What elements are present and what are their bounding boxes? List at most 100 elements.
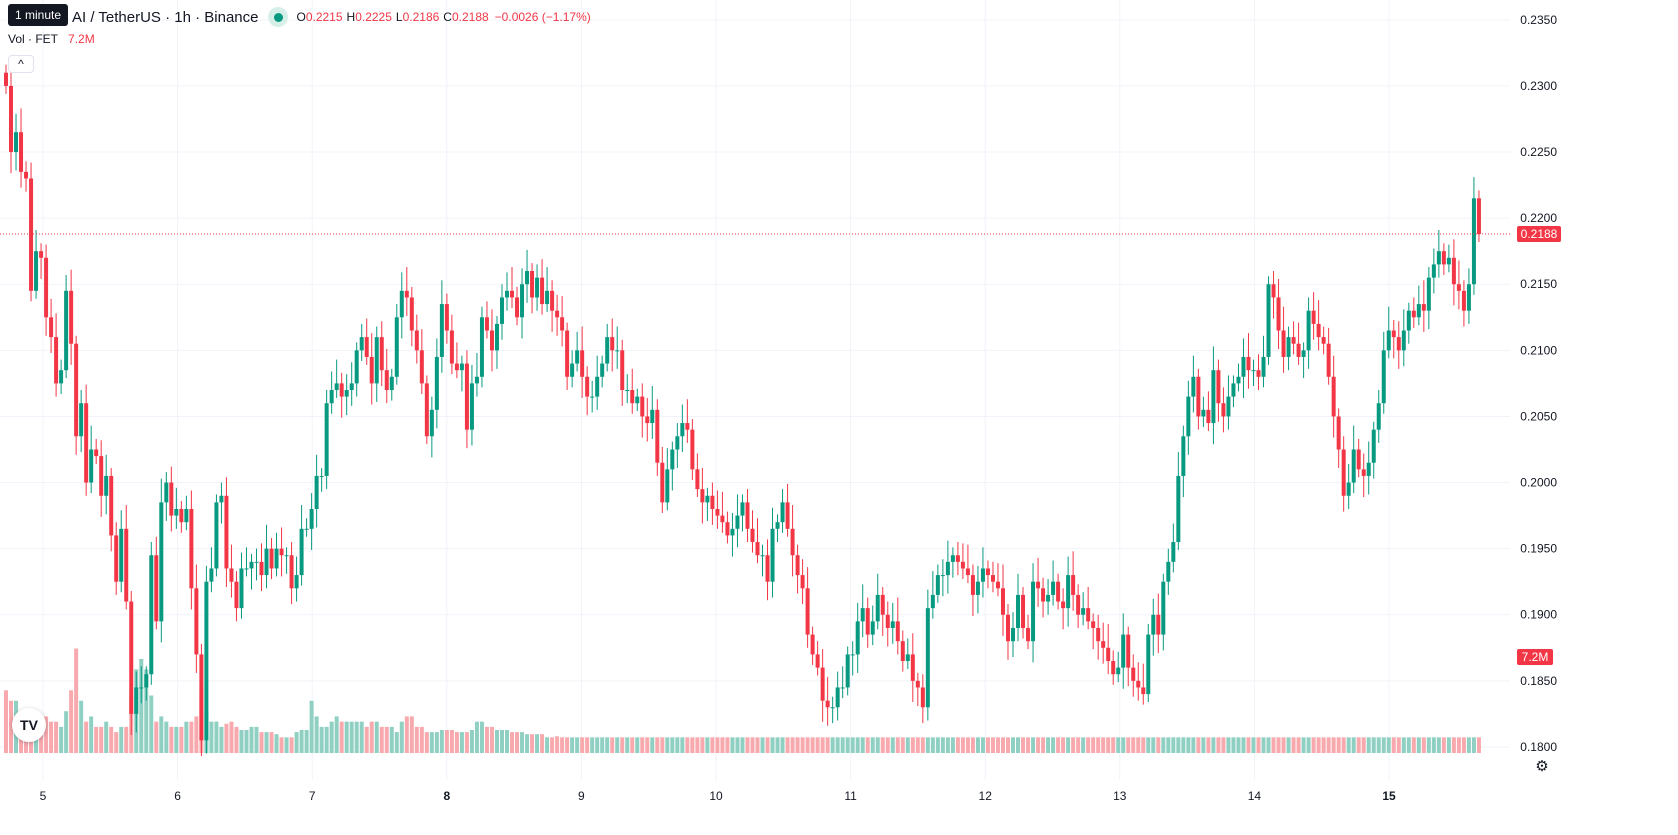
volume-bar: [605, 737, 610, 753]
candle-body: [34, 251, 39, 291]
candle-body: [585, 376, 590, 397]
volume-bar: [675, 737, 680, 753]
volume-bar: [620, 737, 625, 753]
volume-bar: [1341, 737, 1346, 753]
volume-bar: [49, 721, 54, 753]
tradingview-logo[interactable]: TV: [12, 708, 46, 742]
volume-bar: [84, 721, 89, 753]
candle-body: [1031, 581, 1036, 642]
candle-body: [995, 581, 1000, 589]
volume-bar: [384, 726, 389, 753]
candle-body: [199, 654, 204, 741]
candle-body: [434, 356, 439, 410]
volume-bar: [229, 721, 234, 753]
candle-body: [670, 449, 675, 470]
volume-bar: [1461, 737, 1466, 753]
candle-body: [49, 317, 54, 338]
candle-body: [1186, 396, 1191, 437]
gear-icon[interactable]: ⚙: [1535, 758, 1549, 775]
candle-body: [209, 568, 214, 582]
candle-body: [334, 383, 339, 390]
candle-body: [1271, 284, 1276, 298]
candle-body: [1026, 627, 1031, 642]
volume-bar: [730, 737, 735, 753]
candle-body: [1096, 627, 1101, 642]
candle-body: [715, 508, 720, 516]
chevron-up-icon: ^: [18, 57, 24, 71]
candle-body: [755, 542, 760, 556]
volume-bar: [540, 734, 545, 753]
volume-bar: [284, 737, 289, 753]
volume-bar: [1316, 737, 1321, 753]
symbol-title[interactable]: AI / TetherUS · 1h · Binance: [72, 8, 259, 26]
candle-body: [1011, 627, 1016, 642]
candle-body: [1071, 575, 1076, 595]
volume-bar: [1231, 737, 1236, 753]
volume-label[interactable]: Vol · FET: [8, 32, 59, 46]
candle-body: [970, 575, 975, 595]
volume-bar: [1161, 737, 1166, 753]
candle-body: [1006, 614, 1010, 642]
candle-body: [1401, 330, 1406, 351]
candle-body: [925, 608, 930, 708]
volume-bar: [630, 737, 635, 753]
candle-body: [870, 621, 875, 635]
volume-bar: [560, 737, 565, 753]
candle-body: [379, 337, 384, 371]
volume-bar: [39, 721, 44, 753]
volume-bar: [479, 721, 484, 753]
price-tick-label: 0.1950: [1520, 542, 1557, 556]
volume-bar: [1196, 737, 1201, 753]
candle-body: [850, 654, 855, 656]
volume-value: 7.2M: [68, 32, 95, 46]
volume-bar: [1381, 737, 1386, 753]
volume-bar: [895, 737, 900, 753]
volume-bar: [875, 737, 880, 753]
candle-body: [505, 290, 509, 298]
candle-body: [1386, 330, 1391, 351]
candle-body: [605, 337, 610, 364]
candle-body: [1126, 634, 1131, 668]
price-tick-label: 0.2250: [1520, 145, 1557, 159]
candle-body: [840, 687, 845, 689]
candle-body: [975, 581, 980, 595]
candle-body: [1151, 614, 1156, 635]
volume-bar: [349, 721, 354, 753]
last-volume-label: 7.2M: [1522, 650, 1549, 664]
candle-body: [1106, 647, 1111, 662]
candle-body: [9, 85, 14, 153]
candle-body: [144, 674, 149, 688]
volume-bar: [1071, 737, 1076, 753]
candle-body: [1476, 198, 1481, 234]
candle-body: [369, 356, 374, 384]
market-status-icon[interactable]: [268, 7, 289, 27]
candle-body: [109, 475, 114, 536]
volume-bar: [680, 737, 685, 753]
volume-bar: [1036, 737, 1041, 753]
volume-bar: [319, 726, 324, 753]
candle-body: [279, 548, 284, 556]
date-tick-label: 12: [979, 789, 993, 803]
volume-bar: [870, 737, 875, 753]
candle-body: [535, 277, 540, 298]
candle-body: [224, 495, 229, 569]
volume-bar: [1241, 737, 1246, 753]
volume-bar: [1251, 737, 1256, 753]
volume-bar: [555, 736, 560, 753]
volume-bar: [1041, 737, 1046, 753]
volume-bar: [234, 726, 239, 753]
candle-body: [499, 297, 504, 324]
candle-body: [1311, 310, 1316, 324]
volume-bar: [1151, 737, 1156, 753]
candle-body: [454, 363, 459, 371]
candle-body: [980, 568, 985, 582]
volume-bar: [9, 700, 14, 753]
volume-bar: [695, 737, 700, 753]
volume-bar: [399, 721, 404, 753]
volume-bar: [715, 737, 720, 753]
volume-bar: [755, 737, 760, 753]
volume-bar: [935, 737, 940, 753]
collapse-legend-button[interactable]: ^: [8, 55, 34, 73]
candle-body: [935, 575, 940, 595]
